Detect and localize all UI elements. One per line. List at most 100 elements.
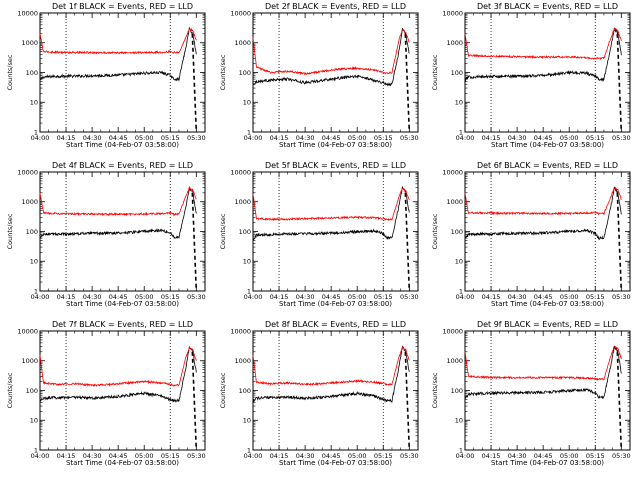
y-tick-label: 10 [30, 258, 38, 266]
y-tick-label: 1000 [21, 357, 38, 365]
x-axis-label: Start Time (04-Feb-07 03:58:00) [279, 459, 392, 467]
burst-decay-dashed [616, 33, 623, 133]
x-tick-label: 04:30 [83, 293, 102, 301]
series-line-lld [39, 185, 197, 217]
series-line-lld [252, 187, 410, 222]
y-axis-label: Counts/sec [219, 372, 227, 408]
x-tick-label: 04:45 [534, 452, 553, 460]
series-line-events [39, 345, 197, 403]
x-tick-label: 05:15 [586, 293, 605, 301]
x-tick-label: 05:30 [612, 293, 631, 301]
x-axis-label: Start Time (04-Feb-07 03:58:00) [66, 141, 179, 149]
panel-title: Det 2f BLACK = Events, RED = LLD [265, 2, 406, 11]
x-tick-label: 05:30 [400, 293, 419, 301]
y-axis-label: Counts/sec [431, 213, 439, 249]
y-axis-label: Counts/sec [6, 213, 14, 249]
y-axis-label: Counts/sec [431, 54, 439, 90]
y-tick-label: 10000 [17, 168, 38, 176]
x-tick-label: 05:15 [374, 293, 393, 301]
y-tick-label: 1000 [234, 198, 251, 206]
plot-frame [252, 330, 419, 451]
x-tick-label: 04:45 [534, 134, 553, 142]
y-tick-label: 10000 [17, 9, 38, 17]
series-line-lld [252, 29, 410, 76]
x-tick-label: 05:00 [348, 134, 367, 142]
y-tick-label: 10 [30, 99, 38, 107]
y-tick-label: 100 [26, 387, 38, 395]
panel-det-1f: Det 1f BLACK = Events, RED = LLD 1 10 100 10… [6, 2, 206, 149]
x-tick-label: 04:45 [322, 293, 341, 301]
x-tick-label: 04:00 [244, 134, 263, 142]
x-tick-label: 04:45 [534, 293, 553, 301]
x-tick-label: 04:00 [456, 293, 475, 301]
y-tick-label: 1 [247, 128, 251, 136]
x-tick-label: 04:30 [296, 452, 315, 460]
y-tick-label: 100 [239, 387, 251, 395]
panel-title: Det 5f BLACK = Events, RED = LLD [265, 161, 406, 170]
panel-title: Det 7f BLACK = Events, RED = LLD [52, 320, 193, 329]
x-tick-label: 04:30 [508, 452, 527, 460]
burst-decay-dashed [404, 351, 411, 451]
y-tick-label: 1 [247, 287, 251, 295]
panel-title: Det 1f BLACK = Events, RED = LLD [52, 2, 193, 11]
series-line-lld [39, 27, 197, 55]
panel-det-8f: Det 8f BLACK = Events, RED = LLD 1 10 100 10… [219, 320, 419, 467]
x-tick-label: 04:00 [31, 134, 50, 142]
y-tick-label: 10 [243, 258, 251, 266]
y-tick-label: 10 [455, 258, 463, 266]
panel-title: Det 3f BLACK = Events, RED = LLD [477, 2, 618, 11]
x-tick-label: 05:30 [187, 452, 206, 460]
x-tick-label: 04:15 [57, 293, 76, 301]
panel-title: Det 4f BLACK = Events, RED = LLD [52, 161, 193, 170]
y-tick-label: 1000 [446, 39, 463, 47]
series-line-lld [464, 345, 622, 381]
y-tick-label: 1000 [446, 357, 463, 365]
x-tick-label: 05:00 [560, 452, 579, 460]
x-tick-label: 04:15 [270, 293, 289, 301]
x-tick-label: 05:15 [161, 134, 180, 142]
series-line-events [39, 27, 197, 82]
y-tick-label: 100 [26, 69, 38, 77]
series-line-lld [39, 346, 197, 387]
x-tick-label: 05:00 [135, 293, 154, 301]
x-tick-label: 04:30 [296, 293, 315, 301]
x-tick-label: 05:30 [612, 452, 631, 460]
y-tick-label: 10000 [442, 9, 463, 17]
y-axis-label: Counts/sec [6, 54, 14, 90]
panel-det-2f: Det 2f BLACK = Events, RED = LLD 1 10 100 10… [219, 2, 419, 149]
burst-decay-dashed [404, 33, 411, 133]
plot-frame [39, 330, 206, 451]
x-tick-label: 05:30 [187, 134, 206, 142]
x-axis-label: Start Time (04-Feb-07 03:58:00) [279, 141, 392, 149]
series-line-events [252, 186, 410, 241]
y-tick-label: 100 [451, 228, 463, 236]
x-tick-label: 04:15 [482, 134, 501, 142]
y-tick-label: 100 [26, 228, 38, 236]
y-tick-label: 100 [239, 69, 251, 77]
x-tick-label: 04:30 [83, 134, 102, 142]
x-tick-label: 04:15 [482, 293, 501, 301]
x-tick-label: 05:00 [348, 293, 367, 301]
x-tick-label: 04:15 [482, 452, 501, 460]
x-axis-label: Start Time (04-Feb-07 03:58:00) [66, 459, 179, 467]
x-tick-label: 05:15 [161, 452, 180, 460]
burst-decay-dashed [616, 192, 623, 292]
burst-decay-dashed [191, 351, 198, 451]
plot-frame [252, 12, 419, 133]
x-tick-label: 04:00 [31, 452, 50, 460]
series-line-lld [464, 187, 622, 216]
x-tick-label: 04:30 [508, 134, 527, 142]
x-tick-label: 04:15 [270, 452, 289, 460]
x-tick-label: 04:15 [57, 452, 76, 460]
x-tick-label: 05:30 [187, 293, 206, 301]
y-tick-label: 10 [455, 417, 463, 425]
x-tick-label: 04:00 [244, 293, 263, 301]
x-axis-label: Start Time (04-Feb-07 03:58:00) [491, 300, 604, 308]
x-tick-label: 04:45 [109, 134, 128, 142]
panel-det-9f: Det 9f BLACK = Events, RED = LLD 1 10 100 10… [431, 320, 631, 467]
panel-det-5f: Det 5f BLACK = Events, RED = LLD 1 10 100 10… [219, 161, 419, 308]
panel-det-4f: Det 4f BLACK = Events, RED = LLD 1 10 100 10… [6, 161, 206, 308]
y-axis-label: Counts/sec [219, 54, 227, 90]
x-tick-label: 05:00 [135, 452, 154, 460]
